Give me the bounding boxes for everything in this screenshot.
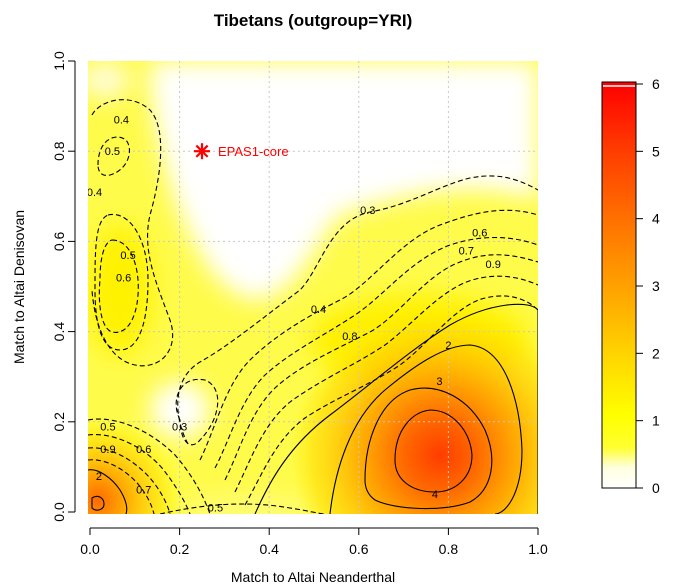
y-axis: 0.0 0.2 0.4 0.6 0.8 1.0 [51,51,76,522]
contour-0.6-band [214,236,538,469]
colorbar-tick-label: 0 [652,480,660,496]
y-tick-label: 0.8 [51,141,67,161]
heat-big-peak [290,305,538,514]
contour-2-corner [88,469,128,514]
x-tick-label: 0.8 [439,541,459,557]
contour-label: 0.3 [172,421,187,433]
contour-0.9-bottom-left [88,459,155,514]
y-axis-label: Match to Altai Denisovan [11,210,27,364]
contour-label: 0.7 [459,245,474,257]
x-tick-label: 0.2 [170,541,190,557]
y-tick-label: 0.4 [51,322,67,342]
contour-label: 4 [432,489,438,501]
x-tick-label: 0.6 [349,541,369,557]
contour-0.5-bottom-left [88,418,211,514]
y-tick-label: 0.2 [51,412,67,432]
colorbar-tick-label: 1 [652,413,660,429]
colorbar-tick-label: 3 [652,278,660,294]
contour-label: 0.9 [486,259,501,271]
contour-label: 0.5 [105,146,120,158]
contour-0.7-band [224,254,538,481]
contour-4 [394,409,473,493]
contour-label: 0.6 [116,272,131,284]
epas1-label: EPAS1-core [218,144,289,159]
contour-2 [329,344,523,514]
colorbar-gradient [601,81,637,489]
contour-label: 0.4 [311,304,326,316]
contour-label: 0.5 [208,502,223,514]
colorbar-tick-label: 5 [652,143,660,159]
heat-low-bottom [180,498,320,514]
y-tick-label: 0.6 [51,231,67,251]
heat-low-hole [150,382,210,438]
contour-label: 0.6 [136,444,151,456]
grid [88,61,538,514]
contour-label: 0.4 [114,115,129,127]
contour-lines [88,99,538,514]
contour-label: 0.9 [100,444,115,456]
heat-low-top [150,61,538,300]
colorbar-tick-label: 4 [652,211,660,227]
contour-3 [364,387,493,510]
chart-title: Tibetans (outgroup=YRI) [214,11,413,30]
contour-0.4-top-left [91,99,174,367]
contour-labels: 0.4 0.5 0.4 0.5 0.6 0.3 0.6 0.7 0.9 0.4 0.8 2 3 4 0.3 0… [87,115,501,514]
contour-label: 0.5 [100,421,115,433]
contour-corner-inner [91,495,105,511]
x-tick-label: 0.4 [259,541,279,557]
contour-label: 3 [436,376,442,388]
x-tick-label: 1.0 [528,541,548,557]
contour-0.7-bottom-left [88,447,171,514]
contour-label: 0.6 [472,227,487,239]
colorbar-tick-label: 2 [652,345,660,361]
x-axis: 0.0 0.2 0.4 0.6 0.8 1.0 [80,527,548,557]
contour-0.6-left [98,239,139,333]
y-tick-label: 0.0 [51,502,67,522]
contour-0.5-top-left [97,136,130,176]
contour-0.3-big [177,175,538,445]
colorbar-ticks: 0 1 2 3 4 5 6 [636,76,660,496]
contour-label: 2 [96,471,102,483]
x-tick-label: 0.0 [80,541,100,557]
contour-0.9-band [244,295,538,506]
epas1-marker [194,143,210,160]
contour-label: 0.5 [120,250,135,262]
colorbar: 0 1 2 3 4 5 6 [601,76,660,496]
contour-label: 2 [445,340,451,352]
contour-1-big [254,303,538,514]
contour-0.8-band [234,275,538,493]
contour-0.5-left [94,213,149,351]
y-tick-label: 1.0 [51,51,67,71]
heat-low-left-top [88,62,130,98]
contour-0.4-band [199,209,538,461]
contour-label: 0.3 [360,205,375,217]
density-heatmap: 0.4 0.5 0.4 0.5 0.6 0.3 0.6 0.7 0.9 0.4 0.8 2 3 4 0.3 0… [87,61,538,514]
contour-0.6-bottom-left [88,434,191,514]
contour-label: 0.8 [342,331,357,343]
x-axis-label: Match to Altai Neanderthal [231,569,395,585]
colorbar-tick-label: 6 [652,76,660,92]
contour-label: 0.4 [87,187,102,199]
epas1-annotation: EPAS1-core [194,143,289,160]
contour-label: 0.7 [136,484,151,496]
